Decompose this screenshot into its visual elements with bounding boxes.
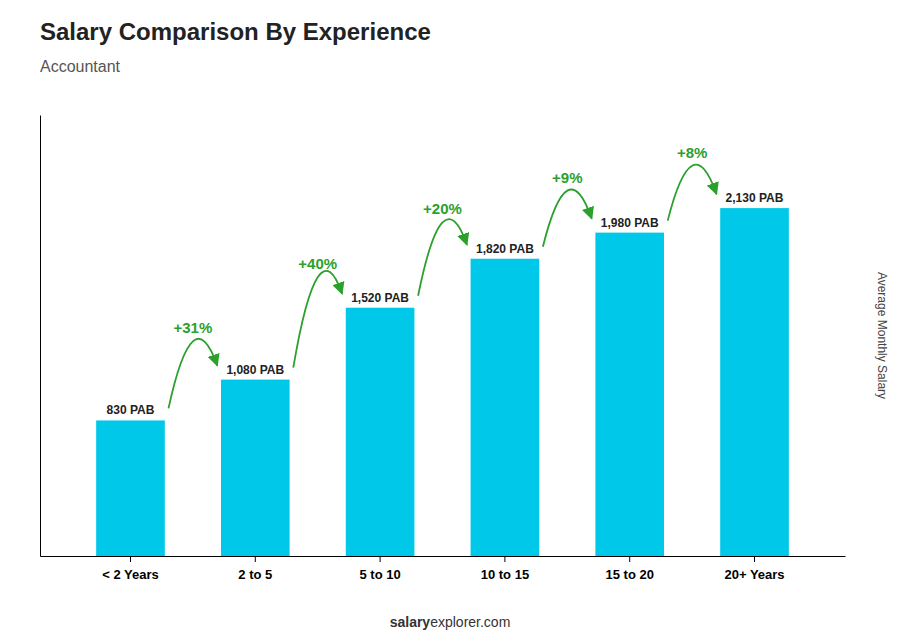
change-arrow (418, 219, 467, 296)
bar (471, 259, 540, 556)
y-axis-title: Average Monthly Salary (875, 272, 889, 399)
x-tick: 2 to 5 (238, 556, 272, 582)
x-tick-label: 15 to 20 (605, 567, 653, 582)
x-tick-label: 20+ Years (724, 567, 784, 582)
x-tick-label: < 2 Years (102, 567, 159, 582)
plot: < 2 Years 2 to 5 5 to 10 10 to 15 15 to 20 20… (41, 116, 846, 583)
change-arrow (293, 271, 342, 368)
data-label: 1,820 PAB (476, 242, 534, 256)
x-tick: 5 to 10 (360, 556, 401, 582)
x-tick: 15 to 20 (605, 556, 653, 582)
change-arrow (543, 189, 592, 246)
bar (221, 380, 290, 556)
footer-part: salary (390, 614, 431, 630)
x-tick-label: 10 to 15 (481, 567, 529, 582)
data-label: 2,130 PAB (726, 191, 784, 205)
y-axis-line (40, 116, 41, 557)
change-label: +20% (423, 200, 462, 217)
annotations: +31% +40% +20% +9% +8% (168, 144, 716, 409)
bar (720, 208, 789, 556)
x-tick-mark (754, 556, 755, 562)
bar (595, 233, 664, 556)
subtitle: Accountant (40, 58, 121, 75)
x-tick-label: 5 to 10 (360, 567, 401, 582)
x-tick-mark (255, 556, 256, 562)
change-label: +8% (677, 144, 707, 161)
x-axis: < 2 Years 2 to 5 5 to 10 10 to 15 15 to 20 20… (41, 556, 846, 582)
bar (96, 420, 165, 556)
x-tick: < 2 Years (102, 556, 159, 582)
x-axis-line (41, 556, 846, 557)
change-label: +9% (552, 169, 582, 186)
x-tick-mark (130, 556, 131, 562)
y-axis (40, 116, 41, 557)
bar (346, 308, 415, 556)
x-tick-mark (380, 556, 381, 562)
footer-part: explorer.com (430, 614, 510, 630)
change-arrow (168, 339, 217, 409)
data-label: 1,520 PAB (351, 291, 409, 305)
data-labels: 830 PAB 1,080 PAB 1,520 PAB 1,820 PAB 1,980 … (107, 191, 784, 417)
x-tick-mark (629, 556, 630, 562)
x-tick: 10 to 15 (481, 556, 529, 582)
bars (96, 208, 789, 556)
footer: salaryexplorer.com (390, 614, 511, 630)
data-label: 830 PAB (107, 403, 155, 417)
data-label: 1,980 PAB (601, 216, 659, 230)
chart-svg: Salary Comparison By Experience Accountan… (0, 0, 900, 641)
data-label: 1,080 PAB (226, 363, 284, 377)
x-tick-label: 2 to 5 (238, 567, 272, 582)
change-label: +31% (173, 319, 212, 336)
change-label: +40% (298, 255, 337, 272)
x-tick: 20+ Years (724, 556, 784, 582)
change-arrow (668, 165, 717, 221)
title: Salary Comparison By Experience (40, 18, 431, 45)
x-tick-mark (504, 556, 505, 562)
chart-container: Salary Comparison By Experience Accountan… (0, 0, 900, 641)
